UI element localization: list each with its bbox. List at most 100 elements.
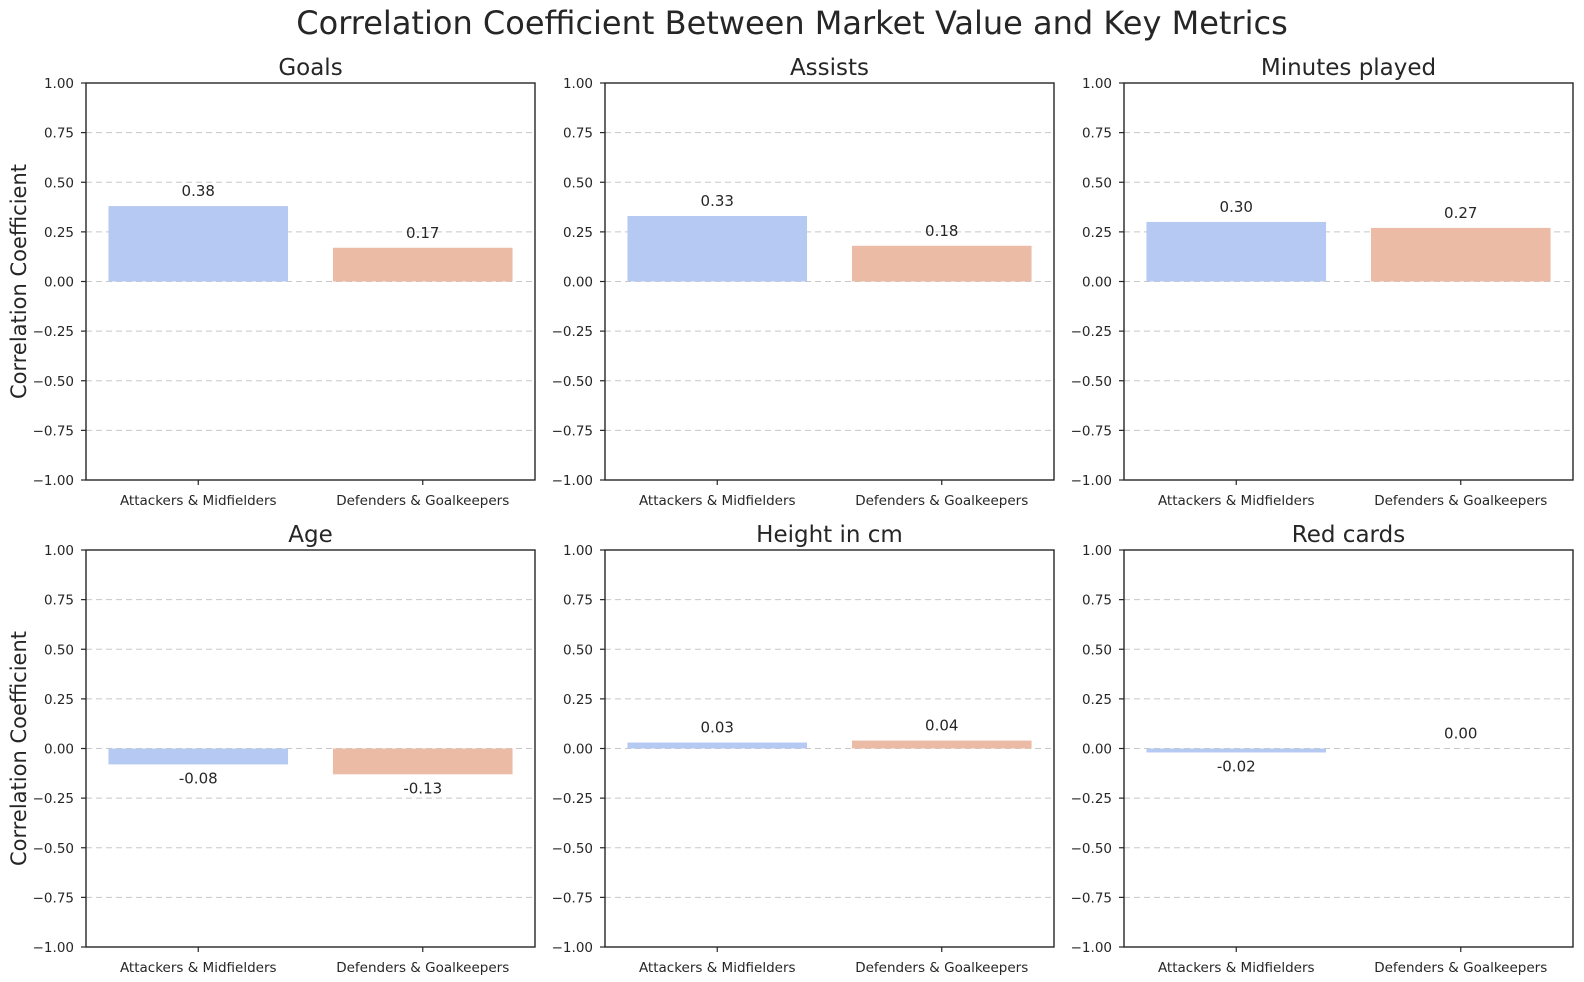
- y-tick-label: −0.75: [33, 890, 74, 906]
- y-tick-label: 0.50: [563, 175, 593, 191]
- subplot-4: −1.00 −0.75 −0.50 −0.25 0.00 0.25 0.50 0.75 1.00…: [7, 522, 536, 976]
- figure-title: Correlation Coefficient Between Market V…: [296, 4, 1288, 42]
- y-tick-label: −1.00: [1071, 473, 1112, 489]
- subplot-6: −1.00 −0.75 −0.50 −0.25 0.00 0.25 0.50 0.75 1.00…: [1071, 522, 1574, 976]
- bar-value-label: -0.02: [1217, 757, 1256, 775]
- x-category-label: Attackers & Midfielders: [1158, 493, 1315, 509]
- y-tick-label: −0.50: [552, 841, 593, 857]
- y-tick-label: 0.50: [1082, 175, 1112, 191]
- y-tick-label: −0.25: [552, 324, 593, 340]
- bar-defenders: [851, 740, 1032, 749]
- bar-value-label: 0.03: [701, 719, 734, 737]
- bar-value-label: -0.08: [179, 769, 218, 787]
- y-tick-label: 1.00: [44, 76, 74, 92]
- y-tick-label: −0.50: [33, 841, 74, 857]
- subplot-title: Age: [288, 522, 332, 548]
- bar-value-label: -0.13: [403, 779, 442, 797]
- y-tick-label: −0.25: [33, 324, 74, 340]
- y-tick-label: 0.25: [44, 692, 74, 708]
- bar-value-label: 0.18: [925, 222, 958, 240]
- bar-value-label: 0.04: [925, 717, 958, 735]
- x-category-label: Attackers & Midfielders: [639, 493, 796, 509]
- y-tick-label: 0.00: [563, 742, 593, 758]
- y-tick-label: 1.00: [563, 76, 593, 92]
- y-tick-label: −0.25: [33, 791, 74, 807]
- y-tick-label: 1.00: [1082, 76, 1112, 92]
- subplot-title: Height in cm: [756, 522, 903, 548]
- subplot-3: −1.00 −0.75 −0.50 −0.25 0.00 0.25 0.50 0.75 1.00…: [1071, 55, 1574, 509]
- subplot-title: Red cards: [1292, 522, 1405, 548]
- subplot-2: −1.00 −0.75 −0.50 −0.25 0.00 0.25 0.50 0.75 1.00…: [552, 55, 1055, 509]
- bar-defenders: [332, 748, 513, 775]
- y-tick-label: −0.75: [1071, 890, 1112, 906]
- axes-frame: [85, 82, 536, 481]
- y-tick-label: −0.75: [552, 890, 593, 906]
- y-tick-label: 0.75: [563, 593, 593, 609]
- y-tick-label: 0.50: [563, 642, 593, 658]
- y-tick-label: 0.50: [44, 175, 74, 191]
- y-tick-label: 0.75: [563, 126, 593, 142]
- y-tick-label: 1.00: [1082, 543, 1112, 559]
- y-tick-label: −0.25: [1071, 791, 1112, 807]
- y-tick-label: −1.00: [552, 940, 593, 956]
- subplot-5: −1.00 −0.75 −0.50 −0.25 0.00 0.25 0.50 0.75 1.00…: [552, 522, 1055, 976]
- bar-attackers: [1146, 221, 1327, 282]
- y-tick-label: 0.25: [1082, 225, 1112, 241]
- axes-frame: [604, 549, 1055, 948]
- bar-attackers: [1146, 748, 1327, 753]
- y-tick-label: 1.00: [563, 543, 593, 559]
- y-tick-label: 0.25: [563, 692, 593, 708]
- bar-defenders: [1370, 227, 1551, 282]
- subplot-title: Minutes played: [1261, 55, 1436, 81]
- bar-value-label: 0.30: [1220, 198, 1253, 216]
- y-axis-label: Correlation Coefficient: [7, 164, 31, 399]
- y-tick-label: −0.50: [1071, 841, 1112, 857]
- x-category-label: Defenders & Goalkeepers: [855, 493, 1028, 509]
- x-category-label: Attackers & Midfielders: [120, 493, 277, 509]
- bar-defenders: [332, 247, 513, 282]
- bar-value-label: 0.33: [701, 192, 734, 210]
- bar-defenders: [851, 245, 1032, 282]
- y-tick-label: 0.75: [44, 593, 74, 609]
- y-tick-label: −0.50: [33, 374, 74, 390]
- bar-value-label: 0.38: [182, 182, 215, 200]
- axes-frame: [85, 549, 536, 948]
- y-tick-label: 0.00: [44, 275, 74, 291]
- bar-value-label: 0.27: [1444, 204, 1477, 222]
- subplot-title: Assists: [790, 55, 869, 81]
- y-tick-label: −1.00: [1071, 940, 1112, 956]
- y-tick-label: −1.00: [552, 473, 593, 489]
- y-tick-label: −1.00: [33, 940, 74, 956]
- y-tick-label: 0.75: [1082, 126, 1112, 142]
- axes-frame: [1123, 82, 1574, 481]
- x-category-label: Defenders & Goalkeepers: [855, 960, 1028, 976]
- y-tick-label: 0.00: [1082, 742, 1112, 758]
- y-tick-label: 0.25: [563, 225, 593, 241]
- y-tick-label: 0.50: [44, 642, 74, 658]
- y-tick-label: 0.00: [44, 742, 74, 758]
- y-tick-label: −0.25: [1071, 324, 1112, 340]
- y-tick-label: −1.00: [33, 473, 74, 489]
- y-tick-label: 0.00: [563, 275, 593, 291]
- y-tick-label: 0.25: [1082, 692, 1112, 708]
- axes-frame: [604, 82, 1055, 481]
- bar-attackers: [627, 742, 808, 749]
- bar-attackers: [108, 206, 289, 282]
- subplot-title: Goals: [278, 55, 342, 81]
- x-category-label: Defenders & Goalkeepers: [336, 493, 509, 509]
- y-tick-label: −0.25: [552, 791, 593, 807]
- y-tick-label: 0.75: [1082, 593, 1112, 609]
- x-category-label: Attackers & Midfielders: [120, 960, 277, 976]
- y-tick-label: −0.50: [552, 374, 593, 390]
- y-tick-label: −0.75: [33, 423, 74, 439]
- y-axis-label: Correlation Coefficient: [7, 631, 31, 866]
- bar-value-label: 0.17: [406, 224, 439, 242]
- y-tick-label: −0.75: [552, 423, 593, 439]
- bar-value-label: 0.00: [1444, 725, 1477, 743]
- y-tick-label: −0.50: [1071, 374, 1112, 390]
- subplot-1: −1.00 −0.75 −0.50 −0.25 0.00 0.25 0.50 0.75 1.00…: [7, 55, 536, 509]
- x-category-label: Attackers & Midfielders: [1158, 960, 1315, 976]
- axes-frame: [1123, 549, 1574, 948]
- bar-attackers: [108, 748, 289, 765]
